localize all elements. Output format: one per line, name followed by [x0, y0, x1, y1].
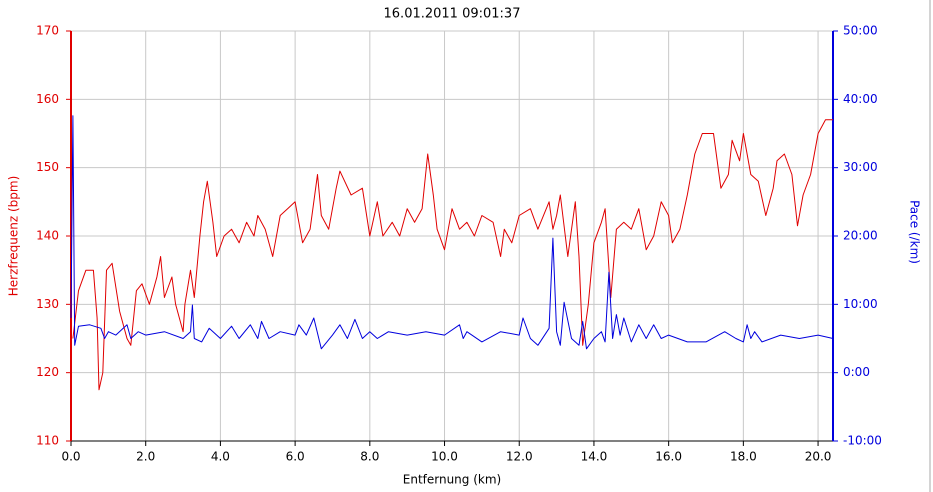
x-tick-label: 14.0 [581, 450, 608, 464]
y-tick-label: 140 [36, 229, 59, 243]
x-axis-label: Entfernung (km) [403, 473, 501, 487]
y-axis-label: Herzfrequenz (bpm) [7, 176, 21, 297]
y-tick-label: 130 [36, 297, 59, 311]
x-tick-label: 8.0 [360, 450, 379, 464]
series-line [70, 115, 834, 350]
x-tick-label: 12.0 [506, 450, 533, 464]
x-tick-label: 20.0 [805, 450, 832, 464]
y2-tick-label: -10:00 [843, 434, 882, 448]
y-tick-label: 150 [36, 160, 59, 174]
y2-tick-label: 10:00 [843, 297, 878, 311]
y2-tick-label: 0:00 [843, 365, 870, 379]
y-tick-label: 120 [36, 365, 59, 379]
x-tick-label: 2.0 [136, 450, 155, 464]
y2-tick-label: 50:00 [843, 24, 878, 38]
chart-title: 16.01.2011 09:01:37 [384, 7, 521, 22]
series-line [72, 119, 833, 391]
y-tick-label: 110 [36, 434, 59, 448]
y2-tick-label: 30:00 [843, 160, 878, 174]
x-tick-label: 0.0 [61, 450, 80, 464]
x-tick-label: 16.0 [655, 450, 682, 464]
y-tick-label: 160 [36, 92, 59, 106]
x-tick-label: 10.0 [431, 450, 458, 464]
y2-axis-label: Pace (/km) [908, 200, 922, 264]
y-tick-label: 170 [36, 24, 59, 38]
y2-tick-label: 40:00 [843, 92, 878, 106]
x-tick-label: 6.0 [286, 450, 305, 464]
y2-tick-label: 20:00 [843, 229, 878, 243]
x-tick-label: 4.0 [211, 450, 230, 464]
x-tick-label: 18.0 [730, 450, 757, 464]
